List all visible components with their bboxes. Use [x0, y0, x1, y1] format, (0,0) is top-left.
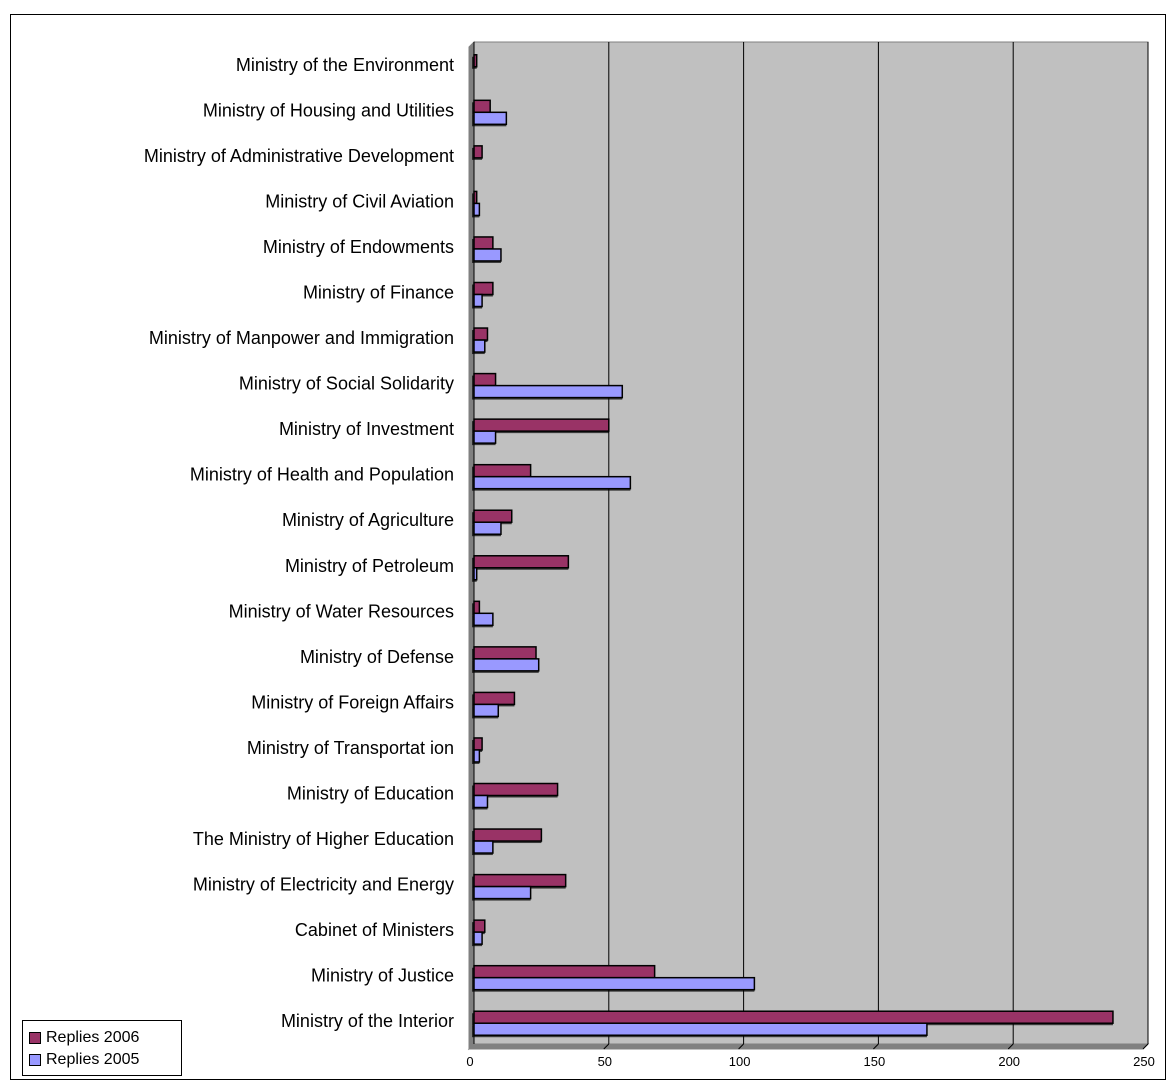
category-label: Ministry of Administrative Development [144, 146, 454, 166]
gridline-floor [603, 1043, 610, 1050]
bar-2006 [473, 1010, 1114, 1024]
x-tick-label: 250 [1133, 1054, 1155, 1069]
bar-2006 [473, 145, 483, 159]
category-label: Ministry of Justice [311, 966, 454, 986]
bar-2005 [473, 885, 532, 900]
x-tick-label: 150 [864, 1054, 886, 1069]
bar-2005 [473, 840, 494, 854]
bar-2006 [473, 919, 486, 933]
bar-2006 [473, 782, 559, 797]
category-label: Ministry of the Interior [281, 1011, 454, 1031]
bar-2006 [473, 691, 516, 706]
bar-2005 [473, 248, 502, 262]
category-label: Ministry of Water Resources [229, 601, 454, 621]
gridline-floor [873, 1043, 879, 1050]
category-label: Ministry of Finance [303, 283, 454, 303]
bar-2006 [473, 964, 656, 979]
gridline-floor [1142, 1043, 1149, 1050]
bar-2006 [473, 555, 570, 569]
category-label: The Ministry of Higher Education [193, 829, 454, 849]
x-tick-label: 50 [598, 1054, 612, 1069]
bar-2006 [473, 873, 567, 888]
legend-swatch-2006 [29, 1032, 41, 1044]
bar-2005 [473, 703, 500, 718]
category-label: Ministry of Housing and Utilities [203, 100, 454, 120]
bar-2005 [473, 339, 486, 353]
bar-2005 [473, 521, 502, 535]
category-label: Cabinet of Ministers [295, 920, 454, 940]
bar-2005 [473, 1022, 928, 1036]
bar-2005 [473, 794, 489, 809]
legend: Replies 2006 Replies 2005 [22, 1020, 182, 1076]
bar-2006 [473, 828, 543, 842]
legend-label-2006: Replies 2006 [46, 1029, 140, 1046]
bar-2005 [473, 384, 624, 399]
x-tick-label: 0 [466, 1054, 473, 1069]
category-label: Ministry of the Environment [236, 55, 454, 75]
category-label: Ministry of Health and Population [190, 465, 454, 485]
bar-2005 [473, 430, 497, 444]
bar-2006 [473, 646, 537, 660]
bar-2005 [473, 976, 756, 991]
bar-2006 [473, 281, 494, 296]
category-label: Ministry of Social Solidarity [239, 374, 454, 394]
bar-2005 [473, 202, 481, 217]
category-label: Ministry of Foreign Affairs [251, 692, 454, 712]
gridline-floor [1007, 1043, 1014, 1050]
bar-2006 [473, 737, 483, 751]
gridline-floor [738, 1043, 744, 1050]
bar-2006 [473, 236, 494, 250]
bar-2005 [473, 111, 508, 126]
bar-2006 [473, 509, 513, 523]
bar-2005 [473, 612, 494, 627]
bar-2005 [473, 749, 481, 763]
legend-item-2005: Replies 2005 [29, 1049, 175, 1071]
bar-2005 [473, 293, 483, 308]
bar-2005 [473, 475, 632, 490]
plot-area [473, 41, 1149, 1045]
category-label: Ministry of Investment [279, 419, 454, 439]
bar-2005 [473, 931, 483, 945]
category-label: Ministry of Education [287, 784, 454, 804]
bar-2006 [473, 372, 497, 387]
bar-2006 [473, 463, 532, 478]
category-label: Ministry of Endowments [263, 237, 454, 257]
x-tick-label: 100 [729, 1054, 751, 1069]
legend-label-2005: Replies 2005 [46, 1051, 140, 1068]
legend-swatch-2005 [29, 1054, 41, 1066]
bar-2006 [473, 418, 610, 432]
category-label: Ministry of Manpower and Immigration [149, 328, 454, 348]
bar-2006 [473, 99, 491, 114]
plot-floor [467, 1043, 1150, 1050]
x-tick-label: 200 [998, 1054, 1020, 1069]
category-label: Ministry of Civil Aviation [265, 191, 454, 211]
category-label: Ministry of Defense [300, 647, 454, 667]
category-label: Ministry of Agriculture [282, 510, 454, 530]
category-label: Ministry of Transportat ion [247, 738, 454, 758]
bar-2005 [473, 658, 540, 672]
bar-2006 [473, 327, 489, 341]
category-label: Ministry of Petroleum [285, 556, 454, 576]
bar-2006 [473, 600, 481, 615]
legend-item-2006: Replies 2006 [29, 1027, 175, 1049]
category-label: Ministry of Electricity and Energy [193, 875, 454, 895]
